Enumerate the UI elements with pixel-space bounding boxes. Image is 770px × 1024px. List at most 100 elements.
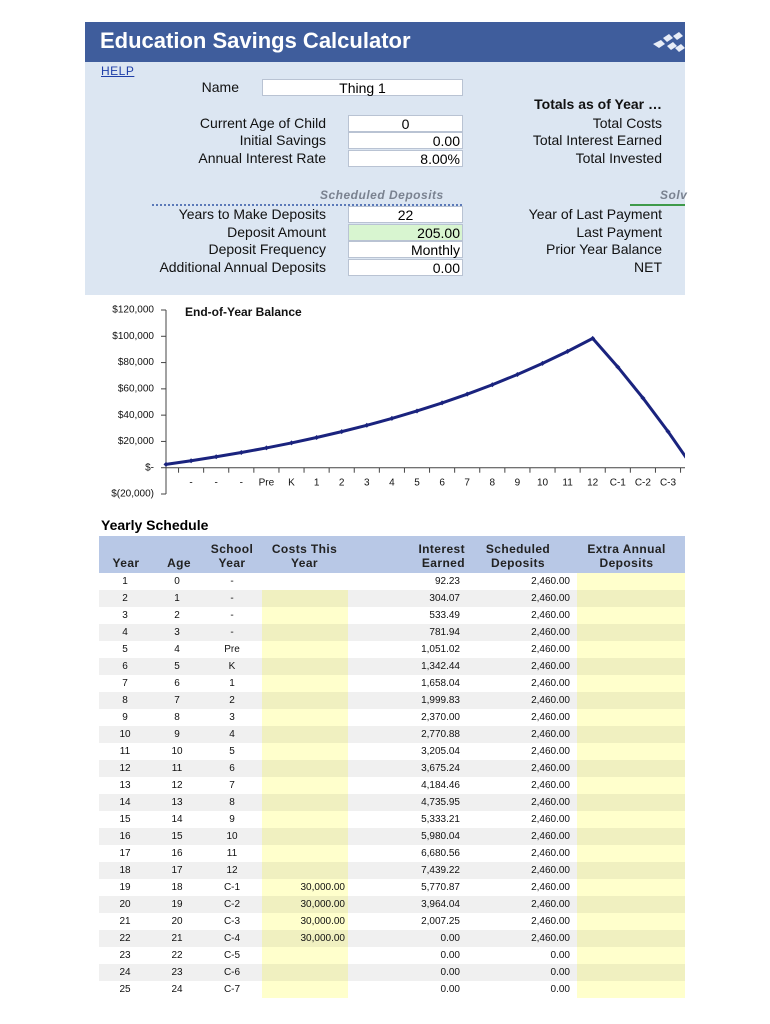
cell-year: 21 bbox=[119, 916, 131, 927]
table-row: 24 23 C-6 0.00 0.00 bbox=[99, 964, 685, 981]
cell-interest: 304.07 bbox=[429, 593, 460, 604]
table-row: 25 24 C-7 0.00 0.00 bbox=[99, 981, 685, 998]
table-row: 21 20 C-3 30,000.00 2,007.25 2,460.00 bbox=[99, 913, 685, 930]
cell-year: 24 bbox=[119, 967, 131, 978]
cell-age: 1 bbox=[174, 593, 180, 604]
table-row: 2 1 - 304.07 2,460.00 bbox=[99, 590, 685, 607]
cell-age: 3 bbox=[174, 627, 180, 638]
cell-age: 0 bbox=[174, 576, 180, 587]
cell-age: 5 bbox=[174, 661, 180, 672]
x-tick-label: C-3 bbox=[660, 478, 677, 489]
cell-age: 7 bbox=[174, 695, 180, 706]
cell-interest: 0.00 bbox=[440, 984, 460, 995]
cell-year: 15 bbox=[119, 814, 131, 825]
x-tick-label: - bbox=[189, 478, 192, 489]
data-point bbox=[565, 348, 571, 354]
cell-interest: 3,964.04 bbox=[421, 899, 460, 910]
cell-year: 19 bbox=[119, 882, 131, 893]
cell-school: C-1 bbox=[223, 882, 241, 893]
chart: End-of-Year Balance $(20,000) $- $20,000 $40… bbox=[111, 305, 685, 500]
cell-year: 2 bbox=[122, 593, 128, 604]
cell-deposits: 2,460.00 bbox=[531, 780, 570, 791]
x-tick-label: 8 bbox=[490, 478, 496, 489]
x-tick-label: 9 bbox=[515, 478, 521, 489]
cell-deposits: 2,460.00 bbox=[531, 831, 570, 842]
cell-year: 3 bbox=[122, 610, 128, 621]
cell-year: 5 bbox=[122, 644, 128, 655]
cell-interest: 1,342.44 bbox=[421, 661, 460, 672]
column-header: Extra Annual Deposits bbox=[587, 542, 666, 570]
cell-year: 13 bbox=[119, 780, 131, 791]
cell-deposits: 2,460.00 bbox=[531, 797, 570, 808]
cell-deposits: 2,460.00 bbox=[531, 814, 570, 825]
section-rule bbox=[630, 204, 685, 206]
cell-school: 7 bbox=[229, 780, 235, 791]
cell-age: 10 bbox=[171, 746, 183, 757]
table-row: 3 2 - 533.49 2,460.00 bbox=[99, 607, 685, 624]
cell-year: 7 bbox=[122, 678, 128, 689]
cell-school: Pre bbox=[224, 644, 240, 655]
cell-interest: 3,205.04 bbox=[421, 746, 460, 757]
chart-title: End-of-Year Balance bbox=[185, 305, 302, 319]
column-header: Age bbox=[167, 556, 191, 570]
cell-costs: 30,000.00 bbox=[300, 899, 346, 910]
cell-deposits: 2,460.00 bbox=[531, 593, 570, 604]
table-row: 19 18 C-1 30,000.00 5,770.87 2,460.00 bbox=[99, 879, 685, 896]
cell-age: 9 bbox=[174, 729, 180, 740]
cell-age: 14 bbox=[171, 814, 183, 825]
help-link[interactable]: HELP bbox=[101, 64, 135, 78]
field-label: Total Costs bbox=[592, 115, 662, 131]
field-value: Monthly bbox=[348, 241, 463, 258]
data-point bbox=[389, 415, 395, 421]
cell-deposits: 2,460.00 bbox=[531, 848, 570, 859]
x-tick-label: - bbox=[215, 478, 218, 489]
field-label: Last Payment bbox=[576, 224, 662, 240]
cell-year: 25 bbox=[119, 984, 131, 995]
table-row: 1 0 - 92.23 2,460.00 bbox=[99, 573, 685, 590]
cell-year: 14 bbox=[119, 797, 131, 808]
cell-year: 6 bbox=[122, 661, 128, 672]
x-tick-label: 11 bbox=[562, 478, 573, 489]
cell-age: 8 bbox=[174, 712, 180, 723]
x-tick-label: 3 bbox=[364, 478, 370, 489]
cell-interest: 0.00 bbox=[440, 933, 460, 944]
cell-deposits: 2,460.00 bbox=[531, 916, 570, 927]
cell-age: 13 bbox=[171, 797, 183, 808]
cell-interest: 4,735.95 bbox=[421, 797, 460, 808]
cell-age: 16 bbox=[171, 848, 183, 859]
cell-deposits: 2,460.00 bbox=[531, 661, 570, 672]
table-title: Yearly Schedule bbox=[101, 517, 209, 533]
cell-deposits: 2,460.00 bbox=[531, 865, 570, 876]
cell-deposits: 2,460.00 bbox=[531, 729, 570, 740]
cell-age: 17 bbox=[171, 865, 183, 876]
table-row: 15 14 9 5,333.21 2,460.00 bbox=[99, 811, 685, 828]
cell-school: - bbox=[230, 576, 234, 587]
input-column bbox=[262, 590, 348, 998]
cell-school: C-4 bbox=[223, 933, 241, 944]
cell-interest: 5,770.87 bbox=[421, 882, 460, 893]
cell-deposits: 2,460.00 bbox=[531, 712, 570, 723]
cell-age: 15 bbox=[171, 831, 183, 842]
cell-year: 18 bbox=[119, 865, 131, 876]
column-header: Scheduled Deposits bbox=[485, 542, 551, 570]
x-tick-label: 1 bbox=[314, 478, 320, 489]
x-tick-label: C-1 bbox=[610, 478, 627, 489]
section-title: Scheduled Deposits bbox=[320, 188, 444, 202]
x-tick-label: 12 bbox=[587, 478, 599, 489]
cell-interest: 1,999.83 bbox=[421, 695, 460, 706]
field-value: 8.00% bbox=[348, 150, 463, 167]
x-tick-label: K bbox=[288, 478, 295, 489]
plot: End-of-Year Balance $(20,000) $- $20,000 $40… bbox=[111, 305, 685, 500]
cell-school: - bbox=[230, 593, 234, 604]
y-tick-label: $80,000 bbox=[118, 357, 155, 368]
cell-school: 9 bbox=[229, 814, 235, 825]
cell-school: 10 bbox=[226, 831, 238, 842]
cell-interest: 2,007.25 bbox=[421, 916, 460, 927]
data-point bbox=[665, 429, 671, 435]
cell-deposits: 2,460.00 bbox=[531, 695, 570, 706]
cell-interest: 2,770.88 bbox=[421, 729, 460, 740]
table-row: 17 16 11 6,680.56 2,460.00 bbox=[99, 845, 685, 862]
cell-school: C-3 bbox=[223, 916, 241, 927]
data-point bbox=[414, 408, 420, 414]
